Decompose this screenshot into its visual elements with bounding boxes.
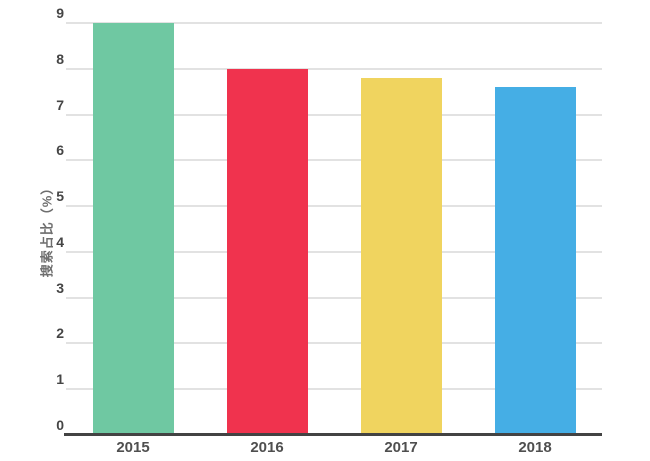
bar-2016 — [226, 68, 308, 435]
plot-area — [64, 22, 602, 436]
bar-slot-2017 — [334, 23, 468, 435]
gridline-6 — [66, 159, 602, 162]
y-tick-label-7: 7 — [56, 96, 64, 113]
gridline-9 — [66, 22, 602, 24]
y-tick-label-3: 3 — [56, 279, 64, 296]
bar-slot-2018 — [468, 23, 602, 435]
y-axis-tick-labels: 0 1 2 3 4 5 6 7 8 9 — [0, 6, 64, 435]
y-tick-label-8: 8 — [56, 50, 64, 67]
x-tick-label-2016: 2016 — [250, 439, 284, 456]
x-axis-line — [64, 433, 602, 436]
y-tick-label-9: 9 — [56, 5, 64, 21]
gridline-7 — [66, 113, 602, 116]
x-tick-label-2017: 2017 — [384, 439, 418, 456]
y-tick-label-4: 4 — [56, 233, 64, 250]
bar-2015 — [92, 23, 174, 435]
y-tick-label-1: 1 — [56, 371, 64, 388]
y-tick-label-2: 2 — [56, 325, 64, 342]
bar-slot-2016 — [200, 23, 334, 435]
y-tick-label-0: 0 — [56, 417, 64, 433]
x-axis-labels: 2015 2016 2017 2018 — [66, 440, 602, 455]
bars-group — [66, 23, 602, 435]
x-tick-label-2015: 2015 — [116, 439, 150, 456]
gridline-4 — [66, 250, 602, 253]
gridline-2 — [66, 342, 602, 345]
x-tick-label-2018: 2018 — [518, 439, 552, 456]
gridline-1 — [66, 388, 602, 391]
y-tick-label-5: 5 — [56, 188, 64, 205]
gridline-3 — [66, 296, 602, 299]
bar-2017 — [360, 77, 442, 435]
gridline-8 — [66, 67, 602, 70]
bar-slot-2015 — [66, 23, 200, 435]
y-tick-label-6: 6 — [56, 142, 64, 159]
gridline-5 — [66, 205, 602, 208]
bar-2018 — [494, 87, 576, 435]
